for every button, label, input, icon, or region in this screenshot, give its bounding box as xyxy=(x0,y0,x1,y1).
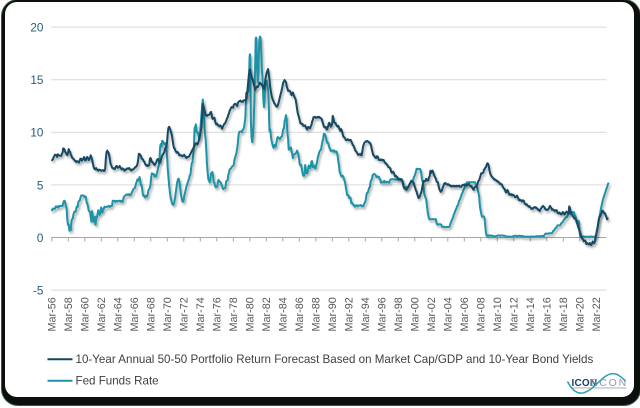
svg-text:0: 0 xyxy=(37,232,44,245)
svg-text:5: 5 xyxy=(37,179,44,192)
svg-text:20: 20 xyxy=(30,22,44,35)
svg-text:10-Year Annual 50-50 Portfolio: 10-Year Annual 50-50 Portfolio Return Fo… xyxy=(76,353,594,366)
svg-text:Mar-94: Mar-94 xyxy=(360,297,372,331)
svg-text:Mar-22: Mar-22 xyxy=(591,297,603,331)
svg-text:Mar-88: Mar-88 xyxy=(310,297,322,331)
svg-text:Mar-96: Mar-96 xyxy=(376,297,388,331)
svg-text:Mar-62: Mar-62 xyxy=(96,297,108,331)
svg-text:Mar-58: Mar-58 xyxy=(63,297,75,331)
svg-text:Mar-92: Mar-92 xyxy=(343,297,355,331)
svg-text:Mar-00: Mar-00 xyxy=(409,297,421,331)
svg-text:Mar-02: Mar-02 xyxy=(426,297,438,331)
svg-text:Mar-84: Mar-84 xyxy=(277,297,289,331)
svg-text:Mar-04: Mar-04 xyxy=(442,297,454,331)
svg-text:Fed Funds Rate: Fed Funds Rate xyxy=(76,375,159,388)
svg-text:Mar-18: Mar-18 xyxy=(558,297,570,331)
svg-text:Mar-90: Mar-90 xyxy=(327,297,339,331)
svg-text:ECON: ECON xyxy=(591,377,629,389)
svg-text:Mar-20: Mar-20 xyxy=(574,297,586,331)
svg-text:Mar-66: Mar-66 xyxy=(129,297,141,331)
svg-text:Mar-08: Mar-08 xyxy=(475,297,487,331)
svg-text:Mar-98: Mar-98 xyxy=(393,297,405,331)
svg-text:Mar-80: Mar-80 xyxy=(244,297,256,331)
svg-text:Mar-72: Mar-72 xyxy=(178,297,190,331)
svg-text:10: 10 xyxy=(30,127,44,140)
svg-text:-5: -5 xyxy=(33,285,44,298)
svg-text:Mar-14: Mar-14 xyxy=(525,297,537,331)
svg-text:Mar-10: Mar-10 xyxy=(492,297,504,331)
svg-text:Mar-60: Mar-60 xyxy=(79,297,91,331)
svg-text:ICON: ICON xyxy=(572,378,598,389)
svg-text:Mar-82: Mar-82 xyxy=(261,297,273,331)
svg-text:Mar-12: Mar-12 xyxy=(508,297,520,331)
svg-text:Mar-74: Mar-74 xyxy=(195,297,207,331)
svg-text:Mar-56: Mar-56 xyxy=(46,297,58,331)
svg-text:Mar-78: Mar-78 xyxy=(228,297,240,331)
svg-text:Mar-76: Mar-76 xyxy=(211,297,223,331)
svg-text:Mar-86: Mar-86 xyxy=(294,297,306,331)
svg-text:Mar-06: Mar-06 xyxy=(459,297,471,331)
svg-text:15: 15 xyxy=(30,74,44,87)
svg-text:Mar-64: Mar-64 xyxy=(112,297,124,331)
svg-text:Mar-16: Mar-16 xyxy=(541,297,553,331)
svg-text:Mar-68: Mar-68 xyxy=(145,297,157,331)
svg-text:Mar-70: Mar-70 xyxy=(162,297,174,331)
